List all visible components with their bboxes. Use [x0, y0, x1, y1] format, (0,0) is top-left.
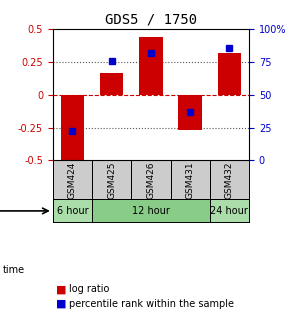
- Text: 12 hour: 12 hour: [132, 206, 170, 216]
- Text: ■: ■: [56, 284, 66, 294]
- Text: 6 hour: 6 hour: [57, 206, 88, 216]
- Bar: [100, 73, 123, 95]
- Text: time: time: [3, 265, 25, 275]
- Bar: [210, 199, 249, 222]
- Text: 24 hour: 24 hour: [210, 206, 248, 216]
- Bar: [218, 53, 241, 95]
- Text: GSM425: GSM425: [107, 161, 116, 198]
- Bar: [53, 199, 92, 222]
- Title: GDS5 / 1750: GDS5 / 1750: [105, 13, 197, 27]
- Text: GSM431: GSM431: [186, 161, 195, 199]
- Bar: [139, 37, 163, 95]
- Bar: [61, 95, 84, 165]
- Text: ■: ■: [56, 299, 66, 309]
- Text: GSM424: GSM424: [68, 161, 77, 198]
- Text: GSM432: GSM432: [225, 161, 234, 198]
- Bar: [178, 95, 202, 130]
- Bar: [92, 199, 210, 222]
- Text: log ratio: log ratio: [69, 284, 109, 294]
- Text: GSM426: GSM426: [146, 161, 155, 198]
- Text: percentile rank within the sample: percentile rank within the sample: [69, 299, 234, 309]
